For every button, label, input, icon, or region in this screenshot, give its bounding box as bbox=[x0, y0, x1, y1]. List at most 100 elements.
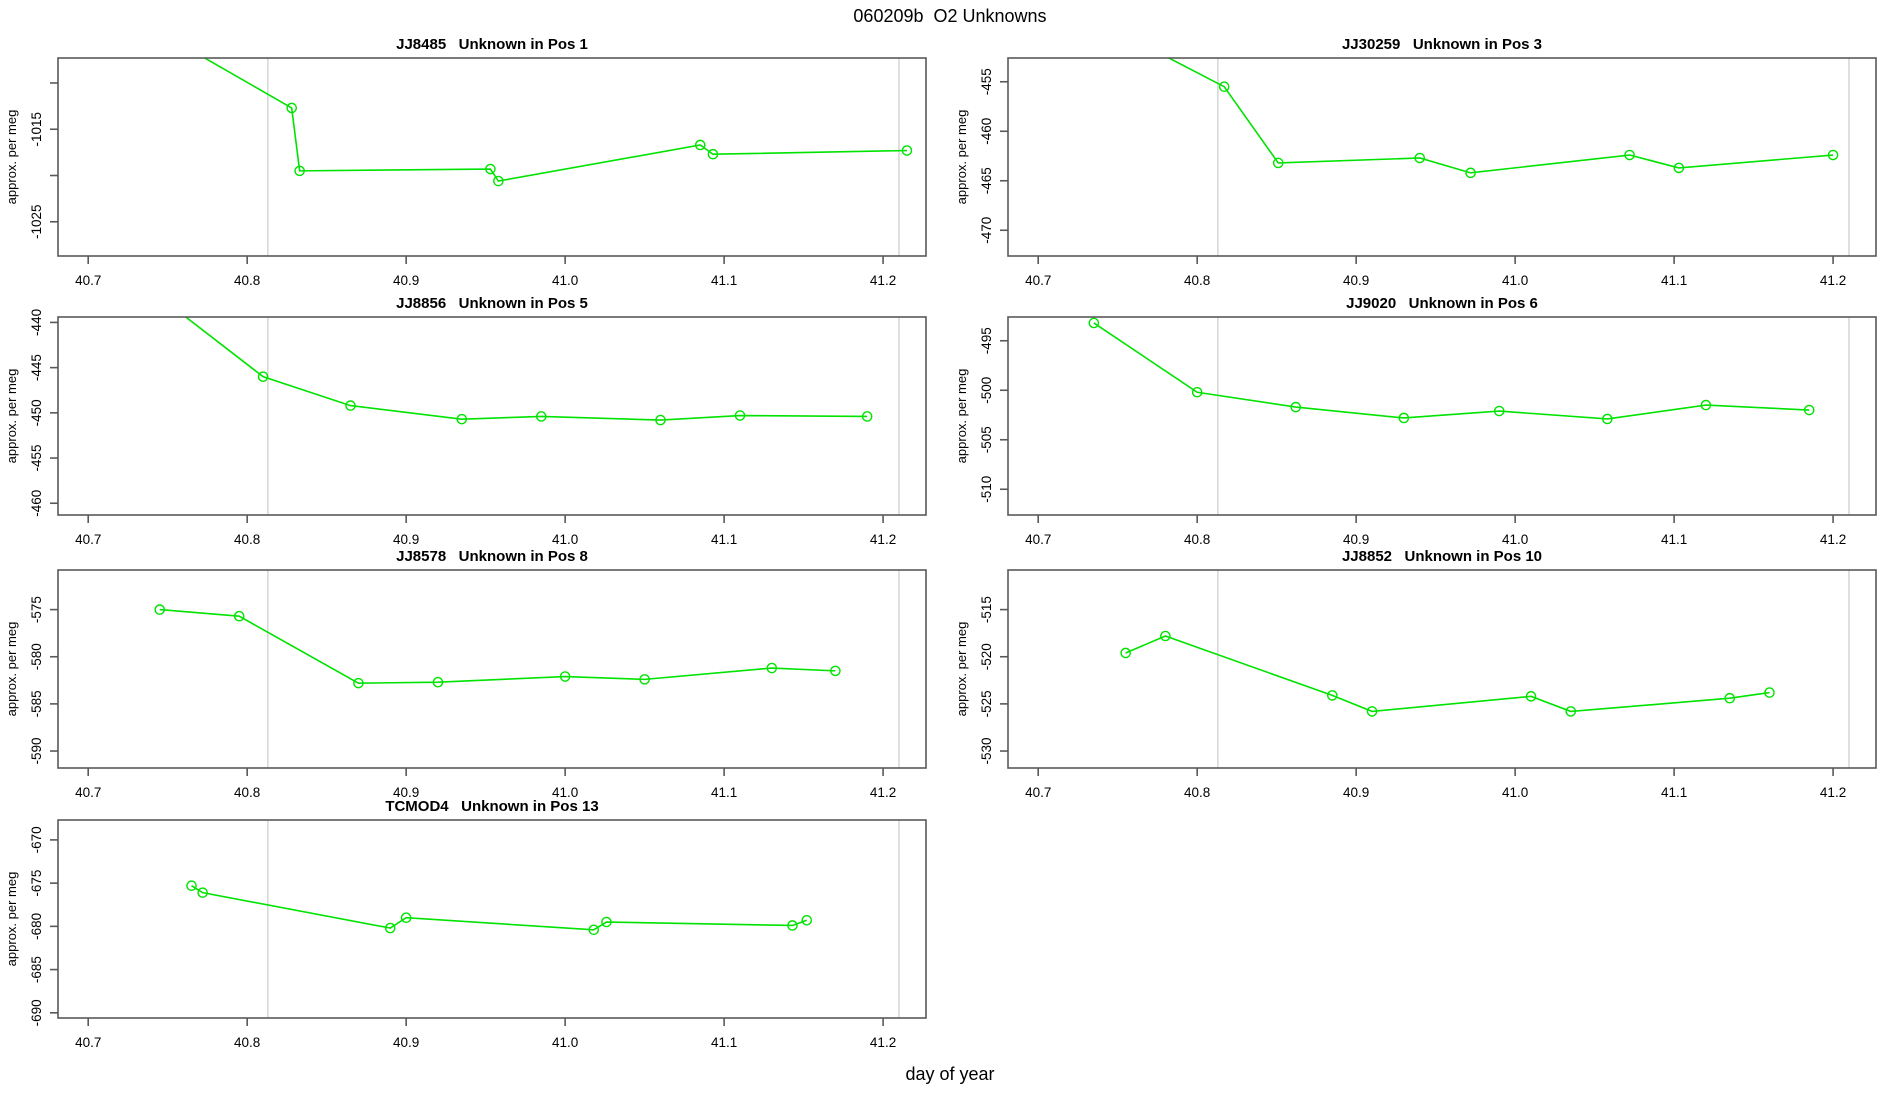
series-line bbox=[1167, 58, 1834, 174]
x-tick-label: 41.2 bbox=[1820, 785, 1846, 800]
data-point bbox=[257, 371, 269, 382]
panel-title: JJ9020 Unknown in Pos 6 bbox=[1346, 295, 1538, 312]
panel-JJ8856: 40.7 40.8 40.9 41.0 41.1 41.2 -440 -445 -450 -455… bbox=[4, 295, 927, 547]
data-point bbox=[456, 413, 468, 425]
x-tick-label: 40.7 bbox=[75, 1035, 101, 1050]
data-point bbox=[1602, 413, 1613, 425]
y-tick-label: -495 bbox=[979, 327, 994, 354]
x-tick-label: 41.0 bbox=[1502, 785, 1528, 800]
x-tick-label: 41.2 bbox=[870, 273, 896, 288]
data-point bbox=[1525, 691, 1537, 702]
data-point bbox=[1105, 23, 1114, 32]
x-tick-label: 41.1 bbox=[1661, 273, 1687, 288]
data-point bbox=[1493, 405, 1505, 417]
x-tick-label: 40.9 bbox=[1343, 273, 1369, 288]
y-tick-label: -675 bbox=[29, 870, 44, 897]
x-tick-label: 40.8 bbox=[1184, 532, 1210, 547]
data-point bbox=[384, 922, 396, 934]
x-tick-label: 40.9 bbox=[393, 273, 419, 288]
data-point bbox=[1827, 149, 1839, 161]
data-point bbox=[535, 411, 547, 422]
y-tick-label: -460 bbox=[979, 118, 994, 145]
data-point bbox=[286, 102, 297, 114]
panel-JJ9020: 40.7 40.8 40.9 41.0 41.1 41.2 -495 -500 -505 -510… bbox=[954, 295, 1877, 547]
data-point bbox=[1624, 149, 1635, 161]
data-point bbox=[1414, 152, 1426, 164]
plot-border bbox=[57, 316, 927, 516]
data-point bbox=[345, 400, 356, 411]
panel-JJ8485: 40.7 40.8 40.9 41.0 41.1 41.2 -1015 -1025 approx… bbox=[4, 32, 927, 288]
main-title: 060209b O2 Unknowns bbox=[853, 6, 1047, 26]
y-tick-label: -530 bbox=[979, 738, 994, 765]
data-point bbox=[1673, 162, 1685, 174]
x-tick-label: 41.0 bbox=[1502, 532, 1528, 547]
data-point bbox=[1764, 687, 1775, 698]
plot-border bbox=[1007, 316, 1877, 516]
y-tick-label: -470 bbox=[979, 217, 994, 244]
series-line bbox=[159, 608, 836, 684]
x-tick-label: 40.7 bbox=[1025, 532, 1051, 547]
data-point bbox=[1724, 692, 1736, 704]
data-point bbox=[1366, 706, 1378, 717]
data-point bbox=[861, 411, 873, 422]
x-tick-label: 40.8 bbox=[234, 785, 260, 800]
panel-title: JJ30259 Unknown in Pos 3 bbox=[1342, 36, 1542, 53]
y-tick-label: -450 bbox=[29, 399, 44, 426]
y-axis-title: approx. per meg bbox=[954, 110, 969, 205]
y-tick-label: -460 bbox=[29, 490, 44, 517]
y-tick-label: -1015 bbox=[29, 112, 44, 147]
x-tick-label: 40.7 bbox=[75, 532, 101, 547]
x-tick-label: 40.9 bbox=[1343, 785, 1369, 800]
y-axis-title: approx. per meg bbox=[4, 872, 19, 967]
y-tick-label: -520 bbox=[979, 643, 994, 670]
data-point bbox=[163, 32, 172, 41]
x-tick-label: 40.8 bbox=[234, 1035, 260, 1050]
y-tick-label: -510 bbox=[979, 476, 994, 503]
data-point bbox=[1700, 399, 1712, 411]
data-point bbox=[639, 674, 650, 685]
data-point bbox=[1465, 167, 1476, 179]
y-tick-label: -455 bbox=[29, 445, 44, 472]
data-point bbox=[1088, 317, 1100, 329]
series-line bbox=[184, 317, 868, 421]
x-tick-label: 41.1 bbox=[711, 273, 737, 288]
y-tick-label: -1025 bbox=[29, 205, 44, 240]
x-tick-label: 41.1 bbox=[711, 785, 737, 800]
y-tick-label: -455 bbox=[979, 68, 994, 95]
x-tick-label: 40.9 bbox=[393, 1035, 419, 1050]
plot-border bbox=[1007, 569, 1877, 769]
data-point bbox=[294, 165, 305, 177]
y-axis-title: approx. per meg bbox=[4, 622, 19, 717]
data-point bbox=[1120, 647, 1131, 659]
y-tick-label: -515 bbox=[979, 596, 994, 623]
y-tick-label: -580 bbox=[29, 643, 44, 670]
data-point bbox=[400, 912, 412, 924]
x-tick-label: 40.7 bbox=[1025, 273, 1051, 288]
panel-title: TCMOD4 Unknown in Pos 13 bbox=[385, 798, 598, 815]
data-point bbox=[233, 610, 245, 622]
data-point bbox=[1803, 404, 1815, 416]
data-point bbox=[197, 887, 208, 898]
data-point bbox=[1272, 157, 1284, 169]
data-point bbox=[830, 665, 841, 677]
data-point bbox=[353, 677, 364, 689]
x-tick-label: 40.8 bbox=[1184, 785, 1210, 800]
data-point bbox=[432, 676, 444, 688]
x-tick-label: 41.2 bbox=[870, 532, 896, 547]
data-point bbox=[1565, 706, 1577, 717]
x-tick-label: 40.7 bbox=[1025, 785, 1051, 800]
x-tick-label: 41.0 bbox=[552, 273, 578, 288]
x-tick-label: 40.8 bbox=[234, 273, 260, 288]
x-tick-label: 40.8 bbox=[1184, 273, 1210, 288]
panel-JJ8852: 40.7 40.8 40.9 41.0 41.1 41.2 -515 -520 -525 -530… bbox=[954, 548, 1877, 800]
y-tick-label: -525 bbox=[979, 690, 994, 717]
data-point bbox=[766, 662, 778, 674]
x-tick-label: 41.0 bbox=[552, 785, 578, 800]
x-tick-label: 41.2 bbox=[1820, 273, 1846, 288]
data-point bbox=[787, 920, 798, 931]
y-tick-label: -690 bbox=[29, 999, 44, 1026]
y-tick-label: -670 bbox=[29, 826, 44, 853]
x-tick-label: 41.0 bbox=[552, 532, 578, 547]
panel-title: JJ8485 Unknown in Pos 1 bbox=[396, 36, 588, 53]
